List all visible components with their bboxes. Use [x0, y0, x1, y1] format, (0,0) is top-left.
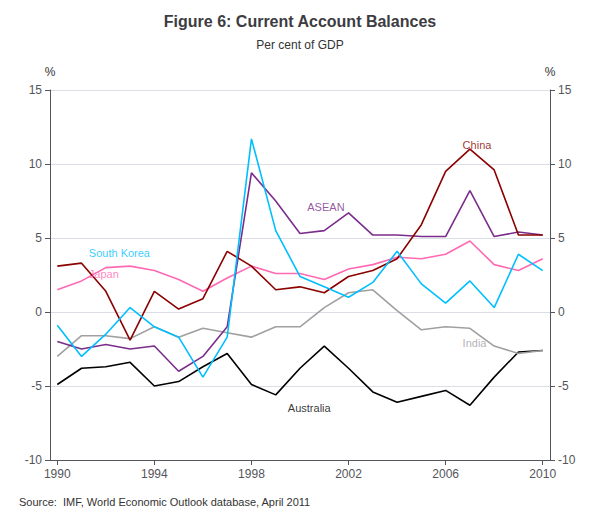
svg-text:10: 10 [558, 157, 572, 171]
svg-text:1998: 1998 [238, 467, 265, 481]
svg-text:China: China [463, 139, 493, 151]
svg-text:15: 15 [558, 83, 572, 97]
svg-text:0: 0 [35, 305, 42, 319]
svg-text:-10: -10 [558, 453, 576, 467]
svg-text:10: 10 [29, 157, 43, 171]
svg-text:Australia: Australia [288, 402, 332, 414]
svg-text:ASEAN: ASEAN [307, 201, 344, 213]
svg-text:2006: 2006 [432, 467, 459, 481]
svg-text:Japan: Japan [89, 268, 119, 280]
svg-text:-5: -5 [558, 379, 569, 393]
svg-text:%: % [45, 65, 56, 79]
svg-text:5: 5 [35, 231, 42, 245]
svg-text:%: % [545, 65, 556, 79]
svg-text:5: 5 [558, 231, 565, 245]
svg-text:Figure 6: Current Account Bala: Figure 6: Current Account Balances [164, 13, 436, 30]
svg-text:Per cent of GDP: Per cent of GDP [256, 38, 343, 52]
svg-text:-10: -10 [25, 453, 43, 467]
svg-text:India: India [463, 337, 488, 349]
svg-text:Source: IMF, World Economic O: Source: IMF, World Economic Outlook data… [19, 496, 310, 508]
svg-text:15: 15 [29, 83, 43, 97]
svg-text:-5: -5 [31, 379, 42, 393]
svg-text:1990: 1990 [44, 467, 71, 481]
svg-text:2002: 2002 [335, 467, 362, 481]
svg-text:South Korea: South Korea [89, 247, 151, 259]
svg-text:0: 0 [558, 305, 565, 319]
svg-text:2010: 2010 [529, 467, 556, 481]
svg-text:1994: 1994 [141, 467, 168, 481]
